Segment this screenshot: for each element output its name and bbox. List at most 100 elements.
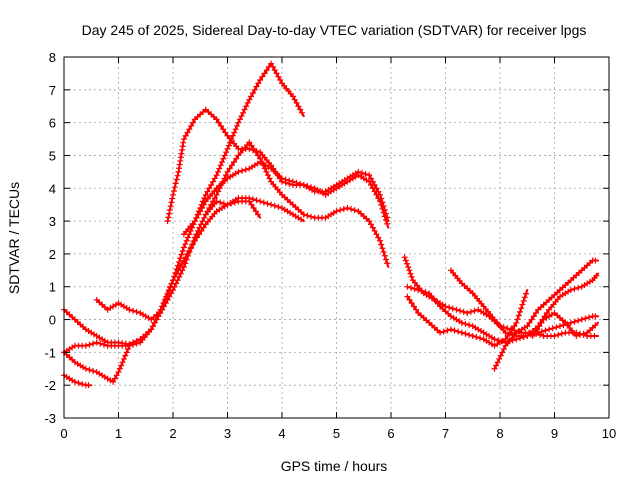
data-point-marker [189,241,196,248]
y-tick-label: 3 [49,214,56,229]
data-point-marker [382,210,389,217]
data-point-marker [297,180,304,187]
data-point-marker [170,191,176,198]
data-point-marker [177,255,184,262]
data-point-marker [251,86,258,93]
data-point-marker [160,300,167,307]
data-point-marker [199,218,206,225]
data-point-marker [506,330,513,337]
data-point-marker [219,178,226,185]
data-point-marker [213,116,220,123]
data-point-marker [179,260,186,267]
data-point-marker [466,322,473,329]
data-point-marker [491,365,498,372]
data-point-marker [179,146,186,153]
y-tick-label: 5 [49,148,56,163]
data-point-marker [532,309,539,316]
data-point-marker [75,379,82,386]
data-point-marker [184,129,191,136]
data-point-marker [226,165,233,172]
data-point-marker [406,267,413,274]
data-point-marker [216,165,223,172]
data-point-marker [200,201,207,208]
data-point-marker [206,185,213,192]
data-point-marker [263,168,270,175]
data-point-marker [531,329,538,336]
data-point-marker [255,80,262,87]
data-point-marker [169,195,176,202]
series-layer [61,60,600,389]
data-point-marker [82,342,89,349]
series-track-c [61,198,262,356]
data-point-marker [199,204,206,211]
data-point-marker [371,181,378,188]
data-point-marker [408,273,415,280]
data-point-marker [546,326,553,333]
data-point-marker [172,180,179,187]
data-point-marker [236,116,243,123]
data-point-marker [264,172,271,179]
data-point-marker [234,122,241,129]
data-point-marker [402,257,409,264]
data-point-marker [460,308,467,315]
data-point-marker [183,237,190,244]
data-point-marker [516,308,523,315]
data-point-marker [258,159,265,166]
y-tick-label: 2 [49,247,56,262]
data-point-marker [496,355,503,362]
data-point-marker [180,136,187,143]
data-point-marker [208,201,215,208]
data-point-marker [110,378,117,385]
data-point-marker [71,378,78,385]
data-point-marker [298,109,305,116]
data-point-marker [491,336,498,343]
data-point-marker [179,247,186,254]
data-point-marker [406,296,413,303]
data-point-marker [362,171,369,178]
data-point-marker [217,199,224,206]
data-point-marker [300,211,307,218]
data-point-marker [246,139,253,146]
data-point-marker [231,199,238,206]
data-point-marker [524,323,531,330]
data-point-marker [175,267,182,274]
data-point-marker [464,309,471,316]
data-point-marker [161,296,168,303]
data-point-marker [571,285,578,292]
data-point-marker [526,319,533,326]
data-point-marker [186,126,193,133]
data-point-marker [191,218,198,225]
data-point-marker [180,257,187,264]
data-point-marker [182,254,189,261]
data-point-marker [264,200,271,207]
data-point-marker [530,313,537,320]
data-point-marker [297,106,304,113]
data-point-marker [366,172,373,179]
data-point-marker [253,83,260,90]
data-point-marker [250,145,257,152]
data-point-marker [369,178,376,185]
data-point-marker [340,206,347,213]
x-tick-label: 8 [496,426,503,441]
data-point-marker [451,327,458,334]
data-point-marker [180,139,187,146]
data-point-marker [177,154,184,161]
data-point-marker [271,202,278,209]
data-point-marker [178,251,185,258]
data-point-marker [379,199,386,206]
data-point-marker [592,313,599,320]
data-point-marker [418,288,425,295]
series-track-h [202,139,391,268]
data-point-marker [556,323,563,330]
data-point-marker [248,142,255,149]
data-point-marker [179,143,186,150]
data-point-marker [308,213,315,220]
data-point-marker [201,195,208,202]
data-point-marker [500,346,507,353]
data-point-marker [467,308,474,315]
data-point-marker [469,332,476,339]
data-point-marker [211,175,218,182]
data-point-marker [259,73,266,80]
data-point-marker [193,234,200,241]
data-point-marker [235,168,242,175]
